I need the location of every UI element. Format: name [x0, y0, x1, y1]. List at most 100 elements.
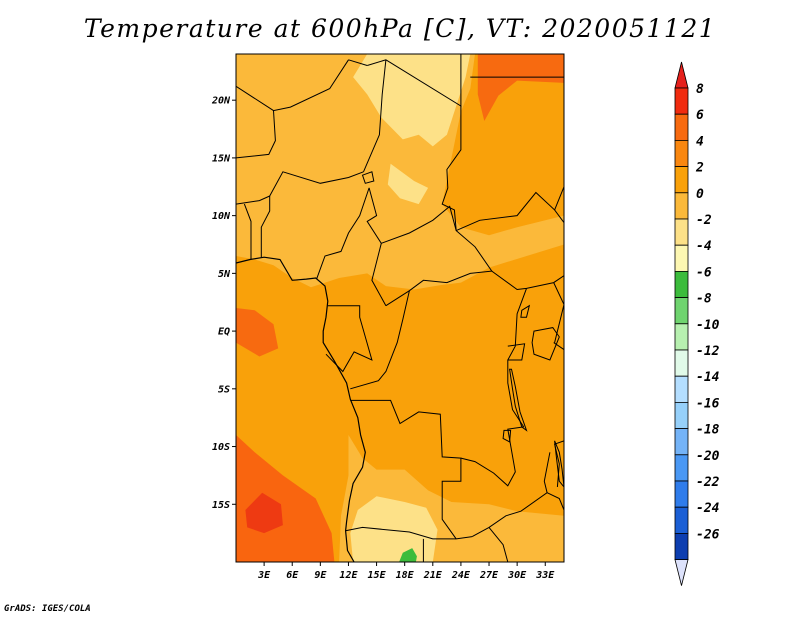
border-chad-sudan	[441, 106, 462, 231]
colorbar-label: -2	[696, 213, 712, 228]
lat-tick-label: 15N	[212, 153, 231, 164]
colorbar-label: -12	[696, 344, 720, 359]
border-niger-libya	[348, 59, 368, 66]
colorbar-swatch	[674, 533, 689, 561]
lon-tick-label: 3E	[257, 570, 271, 581]
grads-credit: GrADS: IGES/COLA	[4, 604, 91, 614]
lon-tick-label: 6E	[286, 570, 299, 581]
colorbar-swatch	[674, 297, 689, 325]
lon-tick-label: 21E	[423, 570, 443, 581]
region-warmest-southwest	[245, 492, 283, 534]
border-drc-zambia	[460, 426, 524, 487]
colorbar-swatch	[674, 166, 689, 194]
border-algeria-niger	[236, 59, 349, 112]
border-drc-angola	[350, 399, 462, 540]
colorbar-swatch	[674, 192, 689, 220]
colorbar-label: -6	[696, 265, 712, 280]
border-nigeria-cameroon	[316, 187, 370, 280]
border-malawi	[546, 492, 564, 511]
region-sahara-cool	[353, 54, 471, 147]
map-frame	[235, 53, 565, 563]
map-area	[236, 54, 564, 562]
colorbar-swatch	[674, 349, 689, 377]
colorbar-swatch	[674, 454, 689, 482]
lake-mweru	[502, 429, 512, 443]
colorbar-label: -16	[696, 396, 720, 411]
lake-chad	[361, 171, 375, 184]
region-warm-equator-west	[236, 308, 279, 357]
border-car-border	[381, 205, 493, 307]
region-chad-cool	[387, 163, 429, 205]
lat-tick-label: 20N	[211, 96, 231, 107]
lon-tick-label: 9E	[314, 570, 327, 581]
colorbar-swatch	[674, 428, 689, 456]
colorbar-label: -20	[696, 449, 720, 464]
colorbar-label: -22	[696, 475, 720, 490]
colorbar-swatch	[674, 401, 689, 429]
colorbar-label: -18	[696, 423, 720, 438]
lat-tick-label: EQ	[218, 327, 230, 338]
border-benin-nigeria	[260, 196, 271, 258]
lon-tick-label: 33E	[535, 570, 555, 581]
lon-tick-label: 12E	[339, 570, 358, 581]
border-mali-niger	[236, 110, 276, 159]
border-uganda-kenya	[553, 282, 564, 343]
border-gabon	[325, 305, 373, 373]
lon-tick-label: 15E	[368, 570, 387, 581]
colorbar-label: -26	[696, 527, 720, 542]
colorbar-swatch	[674, 480, 689, 508]
lake-malawi	[554, 440, 564, 488]
lat-tick-label: 5S	[218, 384, 230, 395]
border-tanzania-kenya	[553, 342, 564, 351]
lake-tanganyika	[509, 368, 528, 432]
colorbar-label: 0	[696, 187, 704, 202]
border-niger-nigeria	[269, 171, 364, 197]
region-warm-northeast	[477, 54, 564, 121]
colorbar: 8 6 4 2 0 -2 -4 -6 -8 -10 -12 -14 -16 -18 -20 -22 -24 -26	[674, 61, 720, 586]
border-libya-chad-sudan	[367, 54, 462, 107]
lon-tick-label: 27E	[479, 570, 499, 581]
colorbar-label: -14	[696, 370, 720, 385]
border-south-sudan	[455, 191, 564, 232]
border-cameroon-chad	[366, 187, 387, 306]
border-burkina-ghana	[236, 195, 270, 205]
colorbar-swatch	[674, 323, 689, 351]
colorbar-swatch	[674, 270, 689, 298]
border-zimbabwe	[488, 527, 509, 562]
colorbar-swatch	[674, 113, 689, 141]
lat-tick-label: 5N	[218, 269, 231, 280]
colorbar-bottom-arrow	[674, 559, 689, 586]
colorbar-label: 4	[696, 134, 704, 149]
lake-victoria	[531, 327, 560, 361]
colorbar-label: -8	[696, 292, 712, 307]
lat-tick-label: 15S	[212, 500, 230, 511]
colorbar-label: 6	[696, 108, 704, 123]
colorbar-label: 2	[695, 161, 704, 176]
colorbar-label: 8	[696, 82, 704, 97]
colorbar-top-arrow	[674, 61, 689, 89]
lat-tick-label: 10S	[212, 442, 230, 453]
lon-tick-label: 18E	[396, 570, 415, 581]
lon-tick-label: 30E	[507, 570, 527, 581]
coastline	[236, 256, 366, 562]
lake-albert	[520, 304, 531, 318]
colorbar-swatch	[674, 218, 689, 246]
colorbar-swatch	[674, 139, 689, 167]
border-angola-namibia	[345, 526, 473, 540]
colorbar-label: -24	[696, 501, 720, 516]
lat-tick-label: 10N	[212, 211, 231, 222]
border-congo-drc	[350, 290, 410, 390]
map-title: Temperature at 600hPa [C], VT: 202005112…	[83, 14, 717, 43]
lon-tick-label: 24E	[451, 570, 471, 581]
map-axes: 3E 6E 9E 12E 15E 18E 21E 24E 27E 30E 33E 20N 15N 10N 5…	[211, 96, 555, 581]
colorbar-label: -10	[696, 318, 720, 333]
colorbar-swatch	[674, 506, 689, 534]
border-chad-niger	[363, 59, 387, 172]
colorbar-swatch	[674, 244, 689, 272]
colorbar-label: -4	[696, 239, 712, 254]
border-ethiopia-sudan	[554, 163, 564, 211]
border-rwanda	[507, 343, 526, 361]
region-south-cool	[350, 496, 438, 562]
border-togo-benin	[243, 203, 252, 260]
